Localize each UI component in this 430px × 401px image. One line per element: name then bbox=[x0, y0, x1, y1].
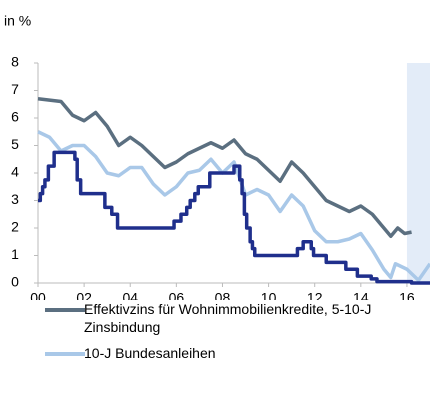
y-tick-label: 0 bbox=[11, 274, 19, 290]
x-tick-label: 00 bbox=[30, 290, 46, 300]
y-tick-label: 8 bbox=[11, 54, 19, 70]
y-tick-label: 6 bbox=[11, 109, 19, 125]
legend-label: 10-J Bundesanleihen bbox=[84, 345, 216, 361]
legend-swatch bbox=[45, 308, 85, 312]
y-tick-label: 2 bbox=[11, 219, 19, 235]
x-tick-label: 04 bbox=[122, 290, 138, 300]
legend-label: Effektivzins für Wohnimmobilienkredite, … bbox=[84, 301, 372, 335]
y-tick-label: 4 bbox=[11, 164, 19, 180]
y-tick-label: 1 bbox=[11, 246, 19, 262]
x-tick-label: 16 bbox=[399, 290, 415, 300]
x-tick-label: 14 bbox=[353, 290, 369, 300]
legend-item: 10-J Bundesanleihen bbox=[0, 344, 384, 362]
y-tick-label: 5 bbox=[11, 136, 19, 152]
x-tick-label: 08 bbox=[215, 290, 231, 300]
series-line bbox=[37, 130, 430, 282]
x-tick-label: 02 bbox=[76, 290, 92, 300]
y-tick-label: 7 bbox=[11, 81, 19, 97]
legend-item: Effektivzins für Wohnimmobilienkredite, … bbox=[0, 300, 384, 336]
y-axis-label: in % bbox=[4, 13, 31, 29]
x-tick-label: 06 bbox=[169, 290, 185, 300]
x-tick-label: 12 bbox=[307, 290, 323, 300]
legend: Effektivzins für Wohnimmobilienkredite, … bbox=[0, 300, 430, 370]
x-tick-label: 10 bbox=[261, 290, 277, 300]
series-line bbox=[38, 150, 430, 285]
legend-swatch bbox=[45, 352, 85, 356]
y-tick-label: 3 bbox=[11, 191, 19, 207]
highlight-region bbox=[406, 63, 430, 283]
series-line bbox=[37, 97, 412, 238]
